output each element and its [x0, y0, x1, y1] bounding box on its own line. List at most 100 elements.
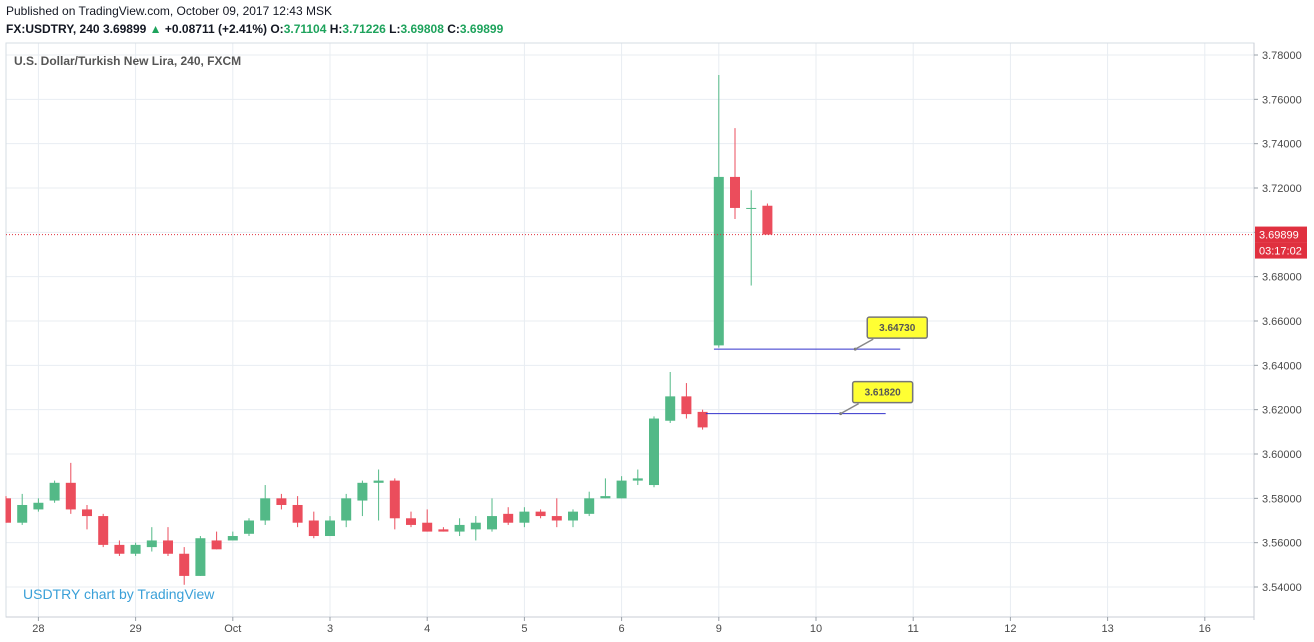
candle-body	[535, 511, 546, 517]
x-tick-label: 11	[907, 623, 918, 635]
price-axis[interactable]: 3.780003.760003.740003.720003.700003.680…	[1254, 50, 1302, 594]
candle-body	[713, 176, 724, 346]
candle	[82, 504, 92, 530]
x-tick-label: 28	[32, 623, 44, 635]
candle-body	[308, 520, 319, 537]
open-value: 3.71104	[283, 22, 327, 36]
candle-body	[389, 480, 400, 519]
candle-body	[373, 480, 384, 483]
candle	[551, 498, 562, 528]
x-tick-label: 16	[1199, 623, 1211, 635]
horizontal-ray[interactable]: 3.61820	[705, 380, 914, 416]
candle	[244, 518, 254, 537]
candle-body	[98, 516, 109, 545]
x-tick-label: 29	[129, 623, 141, 635]
candle	[33, 498, 44, 512]
change-value: +0.08711 (+2.41%)	[164, 22, 267, 36]
candle	[373, 469, 384, 521]
x-tick-label: 4	[424, 623, 430, 635]
candle	[179, 547, 190, 585]
y-tick-label: 3.60000	[1262, 449, 1302, 461]
candle	[17, 493, 28, 525]
watermark[interactable]: USDTRY chart by TradingView	[23, 586, 215, 602]
candle	[163, 527, 173, 556]
horizontal-lines[interactable]: 3.64730 3.61820	[705, 316, 928, 416]
candle-body	[325, 520, 335, 537]
y-tick-label: 3.56000	[1262, 538, 1302, 550]
candle-body	[211, 540, 222, 550]
candle	[730, 128, 740, 220]
x-tick-label: 3	[327, 623, 333, 635]
candle	[665, 371, 676, 423]
horizontal-ray[interactable]: 3.64730	[713, 316, 928, 351]
candle	[454, 518, 465, 537]
time-axis[interactable]: 28 29 Oct 3 4 5 6 9 10 11 12 13 16	[32, 617, 1211, 635]
candle	[487, 498, 497, 532]
candle-body	[600, 496, 611, 499]
candle-body	[357, 482, 368, 501]
y-tick-label: 3.54000	[1262, 582, 1302, 594]
candle	[227, 531, 238, 541]
candle	[406, 511, 416, 528]
x-tick-label: 13	[1101, 623, 1113, 635]
candle	[389, 478, 400, 530]
symbol-label[interactable]: FX:USDTRY, 240	[6, 22, 100, 36]
candles	[5, 74, 773, 585]
candle-body	[487, 516, 497, 530]
candle-body	[341, 498, 352, 521]
x-tick-label: 6	[619, 623, 625, 635]
price-callout[interactable]	[866, 316, 928, 339]
candle-body	[114, 544, 125, 554]
candle-body	[6, 498, 11, 523]
low-label: L:	[389, 22, 401, 36]
x-tick-label: Oct	[224, 623, 241, 635]
candle-body	[519, 511, 530, 523]
candle	[746, 190, 757, 286]
published-line: Published on TradingView.com, October 09…	[6, 4, 332, 18]
candle	[98, 513, 109, 548]
open-label: O:	[270, 22, 284, 36]
candle-body	[276, 498, 287, 505]
candle-body	[422, 522, 433, 532]
price-callout[interactable]	[851, 380, 914, 404]
candle-body	[163, 540, 173, 554]
candle	[130, 542, 141, 556]
close-value: 3.69899	[459, 22, 504, 36]
candle-body	[697, 411, 708, 428]
candle	[616, 476, 627, 499]
candle	[422, 509, 433, 532]
candle-body	[292, 504, 303, 523]
candle	[681, 383, 692, 419]
candle-body	[244, 520, 254, 534]
y-tick-label: 3.68000	[1262, 272, 1302, 284]
candle	[762, 203, 773, 235]
candle-body	[616, 480, 627, 499]
candle-body	[260, 498, 271, 521]
candle-body	[762, 205, 773, 235]
y-tick-label: 3.66000	[1262, 316, 1302, 328]
candle-body	[179, 553, 190, 576]
candle-body	[146, 540, 157, 548]
candle-body	[746, 207, 757, 209]
candle-body	[568, 511, 578, 521]
candle	[211, 531, 222, 550]
candle	[357, 480, 368, 517]
candle-body	[730, 176, 740, 208]
arrow-up-icon: ▲	[149, 22, 162, 36]
y-tick-label: 3.64000	[1262, 360, 1302, 372]
price-callout-label: 3.61820	[865, 388, 902, 399]
high-value: 3.71226	[342, 22, 386, 36]
y-tick-label: 3.72000	[1262, 183, 1302, 195]
candle	[341, 493, 352, 528]
candle-body	[584, 498, 595, 514]
candle-body	[551, 516, 562, 521]
low-value: 3.69808	[400, 22, 444, 36]
candle-body	[503, 513, 514, 523]
last-price-badge-label: 3.69899	[1259, 230, 1299, 242]
candle	[260, 485, 271, 525]
callout-pointer	[854, 338, 874, 350]
high-label: H:	[329, 22, 343, 36]
candle	[632, 469, 643, 486]
candle	[49, 480, 60, 503]
